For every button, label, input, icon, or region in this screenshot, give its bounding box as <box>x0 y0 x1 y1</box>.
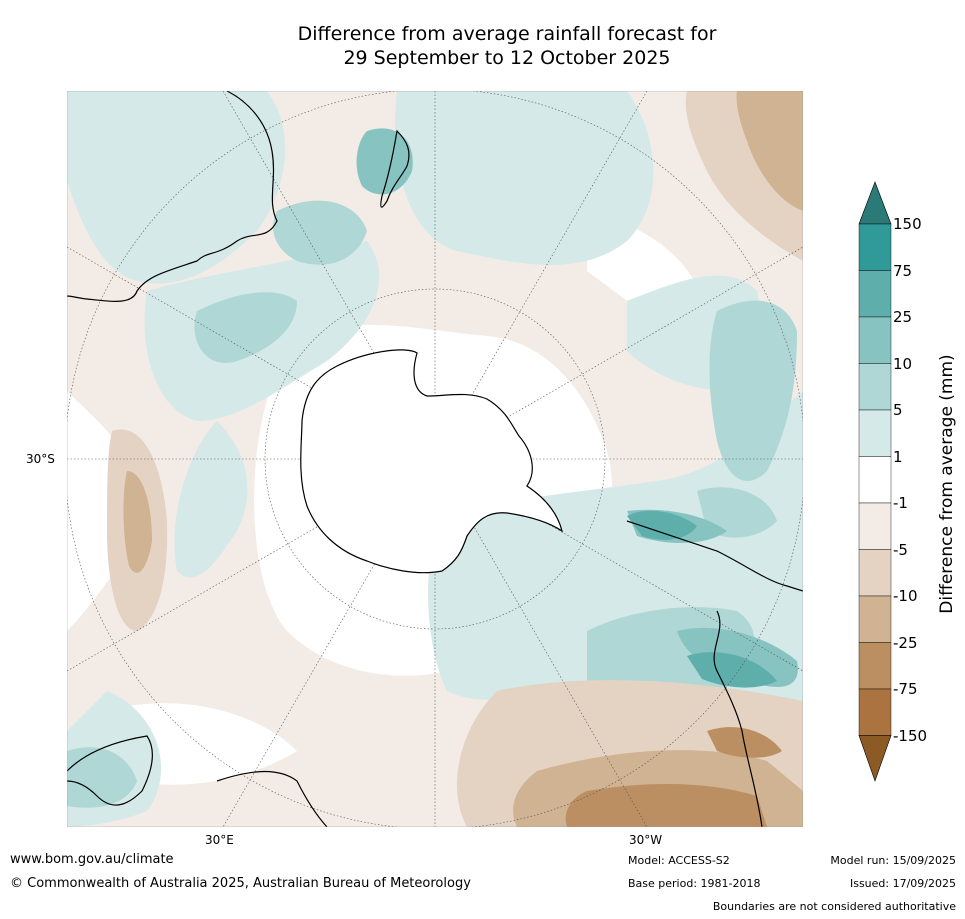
issued-text: Issued: 17/09/2025 <box>849 877 956 890</box>
colorbar-tick-75: 75 <box>893 262 913 280</box>
colorbar-tick-m150: -150 <box>893 727 928 745</box>
colorbar-tick-m75: -75 <box>893 680 918 698</box>
lon-label-30w: 30°W <box>629 833 663 847</box>
colorbar-band-m150-m75 <box>858 688 892 736</box>
colorbar-tick-10: 10 <box>893 355 913 373</box>
lat-label-30s: 30°S <box>26 452 55 466</box>
colorbar-tick-5: 5 <box>893 401 903 419</box>
title-line-1: Difference from average rainfall forecas… <box>297 23 717 45</box>
website-link[interactable]: www.bom.gov.au/climate <box>10 852 174 867</box>
colorbar-band-m10-m5 <box>858 549 892 597</box>
colorbar-label: Difference from average (mm) <box>937 354 957 614</box>
colorbar <box>858 181 892 782</box>
colorbar-over-arrow <box>858 181 892 225</box>
colorbar-tick-m25: -25 <box>893 634 918 652</box>
model-run-text: Model run: 15/09/2025 <box>830 854 956 867</box>
antarctica-outline <box>300 349 563 574</box>
colorbar-tick-m1: -1 <box>893 494 908 512</box>
rainfall-anomaly-map <box>67 91 803 827</box>
map-title: Difference from average rainfall forecas… <box>68 22 946 70</box>
colorbar-tick-1: 1 <box>893 448 903 466</box>
colorbar-band-m5-m1 <box>858 502 892 550</box>
new-zealand-outline <box>380 129 410 208</box>
colorbar-band-25-75 <box>858 270 892 318</box>
colorbar-band-m75-m25 <box>858 642 892 690</box>
colorbar-tick-25: 25 <box>893 308 913 326</box>
colorbar-tick-150: 150 <box>893 215 922 233</box>
colorbar-band-1-5 <box>858 409 892 457</box>
colorbar-tick-m10: -10 <box>893 587 918 605</box>
copyright-text: © Commonwealth of Australia 2025, Austra… <box>10 876 471 891</box>
south-america-outline <box>626 520 803 827</box>
colorbar-band-neutral <box>858 456 892 504</box>
model-text: Model: ACCESS-S2 <box>628 854 730 867</box>
colorbar-tick-m5: -5 <box>893 541 908 559</box>
colorbar-band-10-25 <box>858 316 892 364</box>
disclaimer-text: Boundaries are not considered authoritat… <box>712 900 956 913</box>
title-line-2: 29 September to 12 October 2025 <box>343 47 671 69</box>
africa-outline <box>67 735 328 827</box>
colorbar-under-arrow <box>858 735 892 782</box>
lon-label-30e: 30°E <box>205 833 234 847</box>
base-period-text: Base period: 1981-2018 <box>628 877 761 890</box>
australia-outline <box>67 91 278 302</box>
colorbar-band-5-10 <box>858 363 892 411</box>
teal-25-75-regions <box>627 510 777 688</box>
colorbar-band-m25-m10 <box>858 595 892 643</box>
colorbar-band-75-150 <box>858 223 892 271</box>
